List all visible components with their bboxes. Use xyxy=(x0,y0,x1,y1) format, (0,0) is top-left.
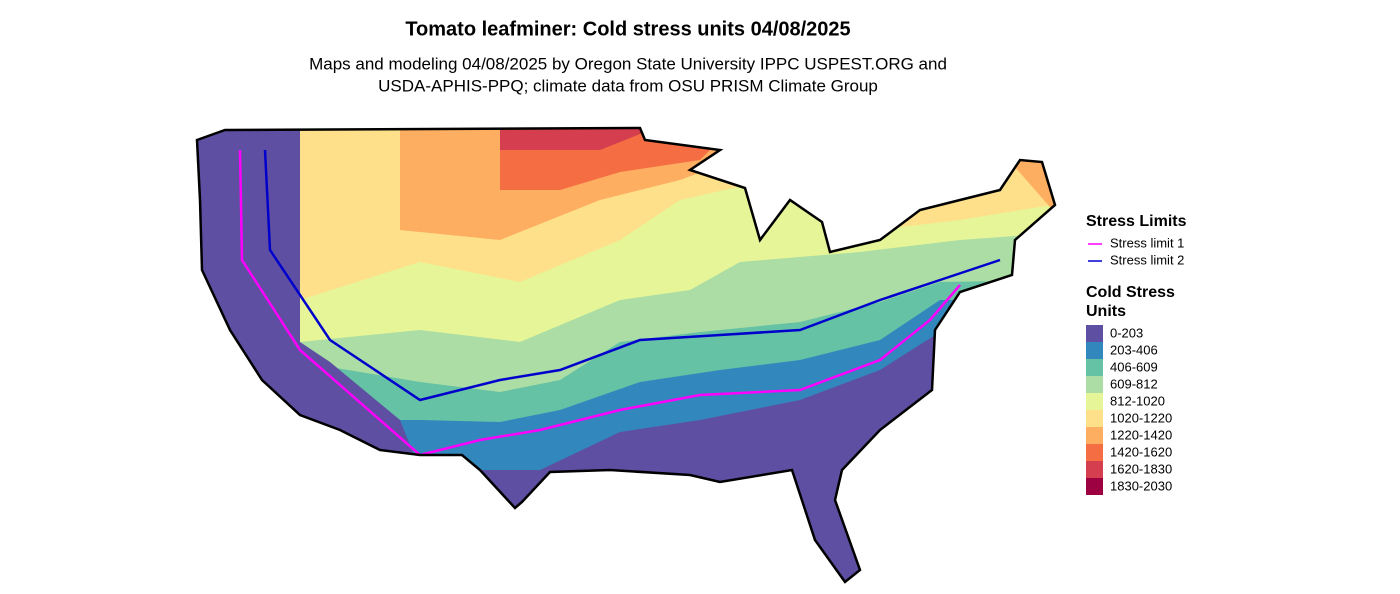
legend-swatch xyxy=(1086,342,1103,359)
legend-label: 1420-1620 xyxy=(1110,444,1172,459)
legend-swatch xyxy=(1086,325,1103,342)
map-fill xyxy=(197,128,1055,582)
legend-swatch xyxy=(1086,478,1103,495)
legend-title: Stress Limits xyxy=(1086,213,1187,230)
legend-label: 1020-1220 xyxy=(1110,410,1172,425)
legend-swatch xyxy=(1086,359,1103,376)
legend-label: 1830-2030 xyxy=(1110,478,1172,493)
legend-label: 812-1020 xyxy=(1110,393,1165,408)
legend-swatch xyxy=(1086,376,1103,393)
contour-line xyxy=(263,149,1001,402)
legend-label: 203-406 xyxy=(1110,342,1158,357)
legend-swatch xyxy=(1086,427,1103,444)
zone xyxy=(500,128,700,150)
contour-line xyxy=(238,149,961,457)
legend-label: 1620-1830 xyxy=(1110,461,1172,476)
legend-label: Stress limit 2 xyxy=(1110,252,1184,267)
legend-label: 609-812 xyxy=(1110,376,1158,391)
stress-contours xyxy=(238,149,1001,457)
legend-label: Stress limit 1 xyxy=(1110,235,1184,250)
legend-label: 406-609 xyxy=(1110,359,1158,374)
map-subtitle: Maps and modeling 04/08/2025 by Oregon S… xyxy=(309,54,947,73)
legend-swatch xyxy=(1086,393,1103,410)
zone xyxy=(500,128,760,190)
legend-swatch xyxy=(1086,410,1103,427)
map-title: Tomato leafminer: Cold stress units 04/0… xyxy=(405,18,850,40)
legend-swatch xyxy=(1086,461,1103,478)
legend-label: 1220-1420 xyxy=(1110,427,1172,442)
legend-title: Cold Stress Units xyxy=(1086,284,1175,320)
legend-swatch xyxy=(1086,444,1103,461)
map-subtitle: USDA-APHIS-PPQ; climate data from OSU PR… xyxy=(378,76,878,95)
legend-label: 0-203 xyxy=(1110,325,1143,340)
legend: Stress limit 1 Stress limit 2 0-203 203-406… xyxy=(1086,235,1184,495)
